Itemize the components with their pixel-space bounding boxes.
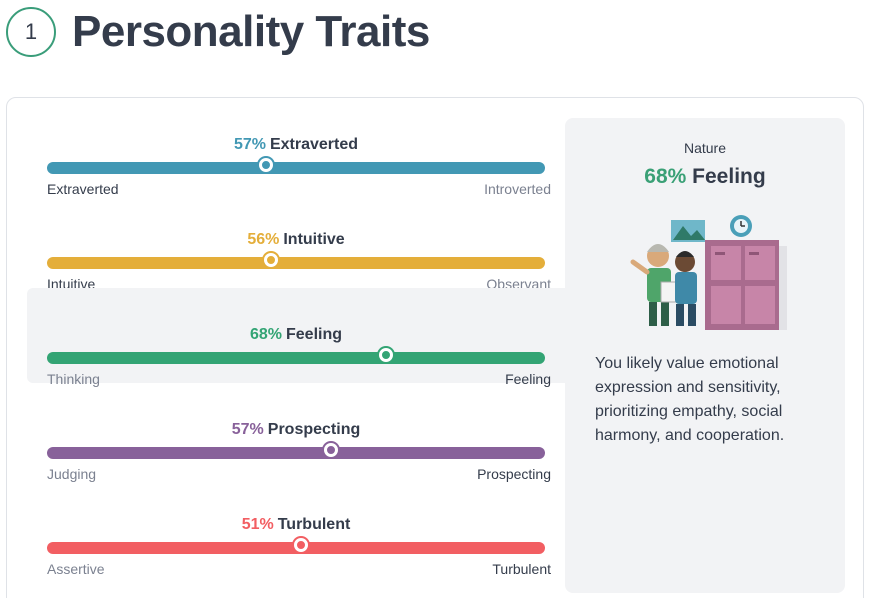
trait-heading: 56% Intuitive: [27, 231, 565, 249]
trait-category: Nature: [683, 140, 727, 156]
trait-right-label: Prospecting: [477, 466, 551, 482]
trait-heading: 51% Turbulent: [27, 516, 565, 534]
trait-scale-marker: [259, 158, 274, 172]
trait-name: Feeling: [286, 326, 343, 343]
trait-detail-panel: Nature 68% Feeling: [565, 118, 845, 593]
trait-left-label: Thinking: [47, 371, 100, 387]
trait-percent: 57%: [233, 136, 266, 153]
trait-result-percent: 68%: [644, 165, 687, 188]
trait-heading: 57% Extraverted: [27, 136, 565, 154]
trait-left-label: Judging: [47, 466, 97, 482]
trait-heading: 57% Prospecting: [27, 421, 565, 439]
trait-scale-marker: [264, 253, 279, 267]
trait-right-label: Feeling: [505, 371, 551, 387]
trait-description: You likely value emotional expression an…: [595, 355, 785, 444]
nature-feeling-illustration: [630, 215, 787, 330]
trait-name: Intuitive: [283, 231, 345, 248]
trait-right-label: Introverted: [484, 181, 551, 197]
trait-scale-marker: [293, 538, 308, 552]
trait-right-label: Turbulent: [492, 561, 551, 577]
trait-row-intuitive[interactable]: 56% Intuitive Intuitive Observant: [27, 193, 565, 292]
trait-scale-bar: [47, 352, 545, 364]
trait-left-label: Extraverted: [47, 181, 119, 197]
trait-scale-marker: [378, 348, 393, 362]
trait-percent: 68%: [249, 326, 282, 343]
step-number-badge: 1: [6, 7, 56, 57]
trait-scale-bar: [47, 162, 545, 174]
section-header: 1 Personality Traits: [6, 6, 430, 58]
trait-heading: 68% Feeling: [27, 326, 565, 344]
trait-result: 68% Feeling: [565, 165, 845, 189]
trait-percent: 51%: [241, 516, 274, 533]
trait-percent: 56%: [247, 231, 280, 248]
trait-row-extraverted[interactable]: 57% Extraverted Extraverted Introverted: [27, 98, 565, 197]
trait-name: Turbulent: [277, 516, 351, 533]
trait-scale-bar: [47, 257, 545, 269]
trait-name: Extraverted: [269, 136, 359, 153]
trait-left-label: Assertive: [47, 561, 105, 577]
trait-row-feeling[interactable]: 68% Feeling Thinking Feeling: [27, 288, 565, 387]
trait-row-turbulent[interactable]: 51% Turbulent Assertive Turbulent: [27, 478, 565, 577]
traits-card: 57% Extraverted Extraverted Introverted 56% I…: [6, 97, 864, 598]
trait-name: Prospecting: [267, 421, 361, 438]
trait-percent: 57%: [231, 421, 264, 438]
trait-scale-marker: [323, 443, 338, 457]
trait-result-name: Feeling: [692, 165, 766, 188]
page-title: Personality Traits: [72, 7, 430, 56]
trait-scale-bar: [47, 447, 545, 459]
trait-row-prospecting[interactable]: 57% Prospecting Judging Prospecting: [27, 383, 565, 482]
step-number: 1: [24, 19, 38, 44]
